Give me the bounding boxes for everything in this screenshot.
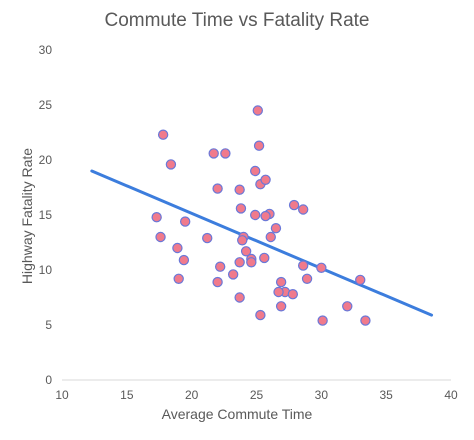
data-point [246,257,257,268]
data-point [301,273,313,284]
y-tick-label: 30 [39,43,53,57]
data-point [155,231,166,243]
data-point [235,203,247,214]
x-tick-label: 20 [185,388,199,402]
data-point [260,210,271,222]
data-point [237,235,248,246]
data-point [234,292,245,303]
data-point [342,301,353,312]
x-tick-label: 25 [250,388,264,402]
chart-title: Commute Time vs Fatality Rate [104,10,370,31]
data-point [297,260,309,271]
data-point [172,242,183,254]
data-point [287,289,299,300]
data-point [157,129,169,140]
data-point [202,232,213,244]
data-point [250,165,261,177]
data-point [317,315,328,326]
data-point [227,269,239,280]
data-point [173,273,184,284]
x-tick-label: 30 [315,388,329,402]
y-tick-label: 10 [39,263,53,277]
x-tick-label: 40 [444,388,458,402]
data-point [260,174,271,185]
data-point [273,286,284,298]
y-tick-label: 5 [45,318,52,332]
data-point [297,204,309,215]
x-tick-label: 15 [120,388,134,402]
data-point [212,183,223,194]
data-point [275,276,287,288]
y-tick-label: 25 [39,98,53,112]
data-point [151,211,162,223]
data-point [288,199,300,211]
data-point [270,222,282,234]
data-point [208,148,219,159]
data-point [253,140,265,151]
y-tick-label: 15 [39,208,53,222]
data-point [179,216,191,227]
x-tick-label: 10 [55,388,69,402]
data-point [234,257,245,268]
data-point [214,261,226,272]
y-axis-label: Highway Fatality Rate [19,147,35,285]
data-point [178,254,190,266]
x-tick-label: 35 [379,388,393,402]
data-point [250,209,261,221]
data-point [355,274,366,286]
data-point [220,148,231,159]
y-tick-label: 0 [45,373,52,387]
data-point [259,252,270,264]
data-point [255,309,266,321]
data-point [234,184,245,195]
data-point [212,276,223,288]
x-axis-label: Average Commute Time [161,406,313,422]
data-point [252,105,263,116]
data-point [165,159,177,170]
data-point [316,262,327,273]
data-point [240,246,252,257]
y-tick-label: 20 [39,153,53,167]
data-point [265,231,276,243]
trendline [90,169,434,317]
data-point [360,315,371,326]
data-point [275,301,287,312]
